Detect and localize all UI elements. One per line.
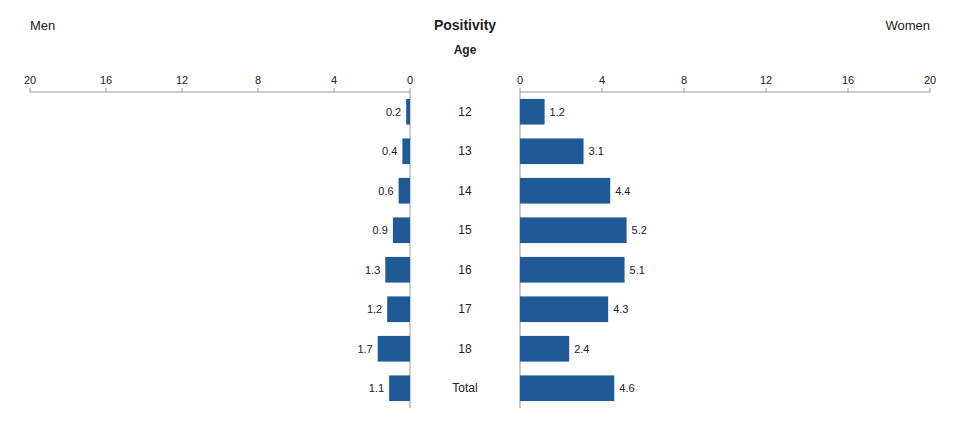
chart-svg: Positivity Age Men 0 4 8 12 16 20 0.2 0.4 0.6 0.9 1.3… — [0, 0, 960, 422]
data-label: 4.4 — [615, 185, 630, 197]
bar — [399, 178, 410, 204]
title: Positivity — [434, 17, 496, 33]
data-label: 1.3 — [365, 264, 380, 276]
x-axis-line — [520, 92, 930, 93]
x-tick-label: 4 — [599, 74, 605, 86]
bar — [389, 375, 410, 401]
x-tick-label: 20 — [24, 74, 36, 86]
x-tick — [30, 88, 31, 92]
x-tick-label: 0 — [517, 74, 523, 86]
bar — [402, 138, 410, 164]
data-label: 3.1 — [589, 145, 604, 157]
category-label: 13 — [458, 144, 472, 158]
x-tick-label: 16 — [100, 74, 112, 86]
x-tick — [410, 88, 411, 92]
category-label: 16 — [458, 263, 472, 277]
x-tick — [766, 88, 767, 92]
category-label: 18 — [458, 342, 472, 356]
x-axis-line — [30, 92, 410, 93]
data-label: 0.2 — [386, 106, 401, 118]
x-tick — [182, 88, 183, 92]
x-tick — [334, 88, 335, 92]
x-tick-label: 0 — [407, 74, 413, 86]
category-label: 15 — [458, 223, 472, 237]
bar — [406, 99, 410, 125]
x-tick — [258, 88, 259, 92]
category-label: 17 — [458, 302, 472, 316]
x-tick-label: 12 — [760, 74, 772, 86]
category-label: 12 — [458, 105, 472, 119]
x-tick-label: 8 — [255, 74, 261, 86]
bar — [520, 99, 545, 125]
data-label: 0.9 — [373, 224, 388, 236]
panel-1: Women 0 4 8 12 16 20 1.2 3.1 4.4 5.2 5.1 4.3 2.4 4.6 — [517, 18, 936, 408]
panel-0: Men 0 4 8 12 16 20 0.2 0.4 0.6 0.9 1.3 1.2 1.7 1.1 — [24, 18, 413, 408]
series-heading: Women — [885, 18, 930, 33]
bar — [520, 178, 610, 204]
data-label: 2.4 — [574, 343, 589, 355]
x-tick-label: 4 — [331, 74, 337, 86]
data-label: 4.3 — [613, 303, 628, 315]
data-label: 5.1 — [630, 264, 645, 276]
bars — [520, 99, 627, 401]
bar — [387, 296, 410, 322]
bars — [378, 99, 410, 401]
x-tick-label: 12 — [176, 74, 188, 86]
data-label: 1.2 — [367, 303, 382, 315]
category-label: Total — [452, 381, 477, 395]
y-axis-label: Age — [454, 43, 477, 57]
bar — [378, 336, 410, 362]
x-tick-label: 20 — [924, 74, 936, 86]
data-label: 0.4 — [382, 145, 397, 157]
x-tick — [602, 88, 603, 92]
x-tick — [520, 88, 521, 92]
x-tick — [848, 88, 849, 92]
bar — [520, 336, 569, 362]
bar — [520, 217, 627, 243]
bar — [393, 217, 410, 243]
category-label: 14 — [458, 184, 472, 198]
bar — [520, 375, 614, 401]
bar — [385, 257, 410, 283]
x-tick-label: 16 — [842, 74, 854, 86]
bar — [520, 257, 625, 283]
x-tick — [930, 88, 931, 92]
bar — [520, 138, 584, 164]
x-tick — [106, 88, 107, 92]
data-label: 0.6 — [378, 185, 393, 197]
data-label: 5.2 — [632, 224, 647, 236]
data-label: 4.6 — [619, 382, 634, 394]
data-label: 1.2 — [550, 106, 565, 118]
x-tick-label: 8 — [681, 74, 687, 86]
data-label: 1.7 — [357, 343, 372, 355]
x-tick — [684, 88, 685, 92]
bar — [520, 296, 608, 322]
chart-container: Positivity Age Men 0 4 8 12 16 20 0.2 0.4 0.6 0.9 1.3… — [0, 0, 960, 422]
data-label: 1.1 — [369, 382, 384, 394]
series-heading: Men — [30, 18, 55, 33]
